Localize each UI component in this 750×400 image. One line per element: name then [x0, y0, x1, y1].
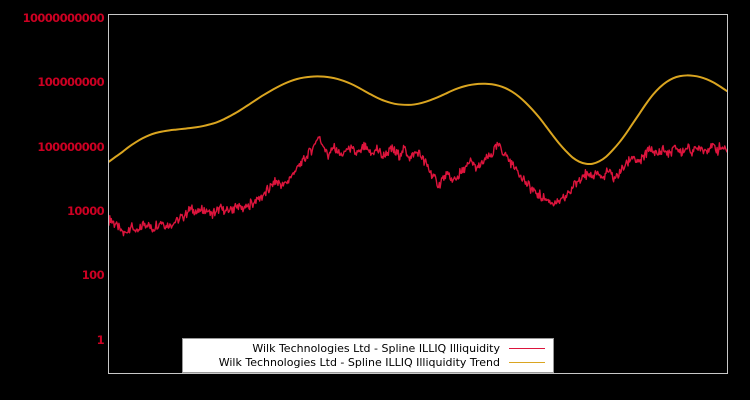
y-axis: 10000000000 100000000 100000000 10000 10… [0, 0, 105, 400]
legend-item-trend: Wilk Technologies Ltd - Spline ILLIQ Ill… [189, 355, 547, 369]
plot-area [108, 14, 728, 374]
legend-item-illiquidity: Wilk Technologies Ltd - Spline ILLIQ Ill… [189, 341, 547, 355]
legend-label: Wilk Technologies Ltd - Spline ILLIQ Ill… [252, 341, 500, 355]
series-line-illiquidity [109, 135, 727, 237]
y-tick-label: 10000000000 [22, 11, 105, 25]
y-tick-label: 100000000 [37, 140, 104, 154]
plot-canvas [109, 74, 727, 237]
y-tick-label: 100 [81, 268, 105, 282]
legend-swatch-trend [509, 361, 545, 363]
y-tick-label: 1 [96, 333, 105, 347]
y-tick-label: 10000 [66, 204, 105, 218]
series-line-trend [109, 74, 727, 166]
legend-label: Wilk Technologies Ltd - Spline ILLIQ Ill… [218, 355, 500, 369]
legend-swatch-illiquidity [509, 347, 545, 349]
y-tick-label: 100000000 [37, 75, 104, 89]
legend: Wilk Technologies Ltd - Spline ILLIQ Ill… [182, 338, 554, 373]
